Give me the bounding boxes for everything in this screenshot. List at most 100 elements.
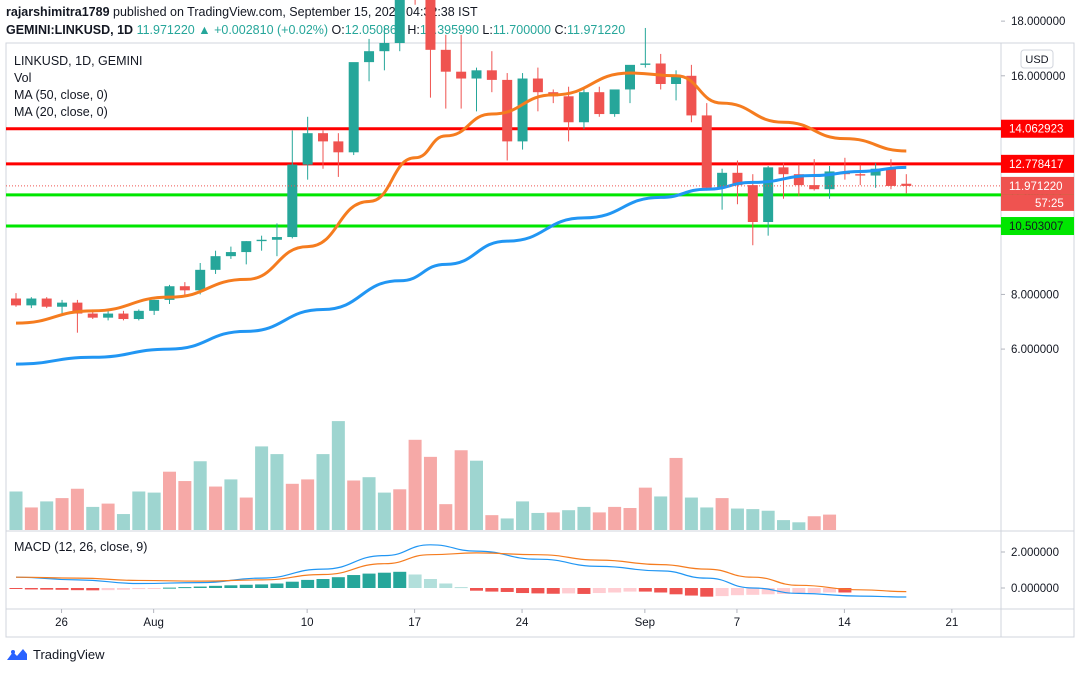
macd-histogram-bar [684, 588, 698, 596]
author-name[interactable]: rajarshimitra1789 [6, 5, 110, 19]
volume-bar [239, 497, 253, 530]
volume-bar [362, 477, 376, 530]
level-price-tag [1001, 119, 1074, 138]
volume-bar [746, 509, 760, 530]
macd-histogram-bar [823, 588, 837, 593]
candle-body [271, 237, 282, 240]
volume-bar [331, 421, 345, 530]
candle-body [717, 172, 728, 188]
legend-vol: Vol [14, 71, 31, 85]
volume-bar [209, 486, 223, 530]
volume-bar [546, 512, 560, 530]
candle-body [671, 75, 682, 84]
candle-body [26, 298, 37, 306]
macd-histogram-bar [24, 588, 38, 590]
volume-bar [592, 512, 606, 530]
tradingview-logo[interactable]: TradingView [6, 646, 105, 662]
chart-frame [5, 42, 1075, 638]
macd-histogram-bar [638, 588, 652, 592]
volume-bar [531, 512, 545, 530]
brand-name: TradingView [33, 646, 105, 662]
macd-line [15, 544, 907, 598]
macd-histogram-bar [377, 572, 391, 588]
volume-bar [193, 461, 207, 530]
macd-histogram-bar [807, 588, 821, 594]
macd-axis[interactable]: 2.000000 0.000000 [1001, 547, 1059, 595]
candle-body [72, 302, 83, 314]
macd-histogram-bar [592, 588, 606, 594]
price-tick-label: 18.000000 [1011, 16, 1065, 28]
macd-histogram-bar [700, 588, 714, 597]
price-tick-label: 6.000000 [1011, 344, 1059, 356]
volume-bar [577, 506, 591, 530]
macd-histogram-bar [116, 588, 130, 590]
macd-histogram-bar [193, 586, 207, 588]
candle-body [870, 168, 881, 176]
candle-body [379, 42, 390, 52]
macd-histogram-bar [86, 588, 100, 591]
macd-histogram-bar [147, 588, 161, 589]
candle-body [164, 286, 175, 300]
currency-button[interactable] [1020, 49, 1054, 69]
volume-bar [147, 492, 161, 530]
volume-bar [224, 479, 238, 530]
candle-body [640, 63, 651, 65]
close-label: C: [554, 23, 568, 37]
candle-body [778, 167, 789, 175]
level-price-label: 12.778417 [1009, 159, 1063, 171]
volume-bar [408, 439, 422, 530]
candle-body [394, 0, 405, 43]
candle-body [517, 78, 528, 142]
candle-body [210, 256, 221, 270]
volume-bar [423, 456, 437, 530]
volume-bar [347, 480, 361, 530]
macd-histogram-bar [331, 577, 345, 588]
legend-title: LINKUSD, 1D, GEMINI [14, 54, 143, 68]
volume-bar [40, 501, 54, 530]
candle-body [456, 71, 467, 79]
candle-body [885, 168, 896, 186]
symbol-label: GEMINI:LINKUSD, 1D [6, 23, 134, 37]
time-tick-label: 21 [945, 617, 958, 629]
candle-body [41, 298, 52, 307]
price-axis[interactable]: 6.0000008.00000016.00000018.00000020.000… [1001, 0, 1065, 356]
macd-histogram-bar [408, 574, 422, 588]
currency-label: USD [1025, 54, 1048, 66]
volume-bar [70, 488, 84, 530]
volume-bar [623, 508, 637, 530]
candle-body [809, 185, 820, 190]
volume-bar [654, 496, 668, 530]
macd-histogram-bar [516, 588, 530, 594]
macd-histogram-bar [562, 588, 576, 594]
volume-bar [178, 481, 192, 530]
macd-histogram-bar [623, 588, 637, 592]
candle-body [471, 70, 482, 79]
last-price-label: 11.971220 [1009, 181, 1063, 193]
macd-histogram-bar [285, 581, 299, 588]
macd-histogram-bar [101, 588, 115, 591]
macd-histogram-bar [239, 584, 253, 588]
macd-histogram-bar [485, 588, 499, 592]
candle-body [594, 92, 605, 115]
candle-body [532, 78, 543, 93]
level-price-label: 10.503007 [1009, 221, 1063, 233]
ma20-line [15, 71, 907, 325]
candle-body [87, 313, 98, 318]
candle-body [241, 241, 252, 253]
macd-histogram-bar [301, 579, 315, 588]
volume-bar [700, 507, 714, 530]
level-price-label: 14.062923 [1009, 124, 1063, 136]
macd-histogram-bar [746, 588, 760, 595]
volume-bar [132, 491, 146, 530]
candle-body [824, 171, 835, 190]
macd-histogram-bar [316, 579, 330, 588]
macd-histogram-bar [439, 583, 453, 588]
macd-histogram-bar [40, 588, 54, 590]
volume-bar [285, 483, 299, 530]
level-price-tag [1001, 154, 1074, 173]
macd-histogram-bar [838, 588, 852, 593]
open-label: O: [331, 23, 345, 37]
time-axis[interactable]: 26 Aug 10 17 24 Sep 7 14 21 [55, 609, 958, 629]
ma50-line [15, 165, 907, 366]
